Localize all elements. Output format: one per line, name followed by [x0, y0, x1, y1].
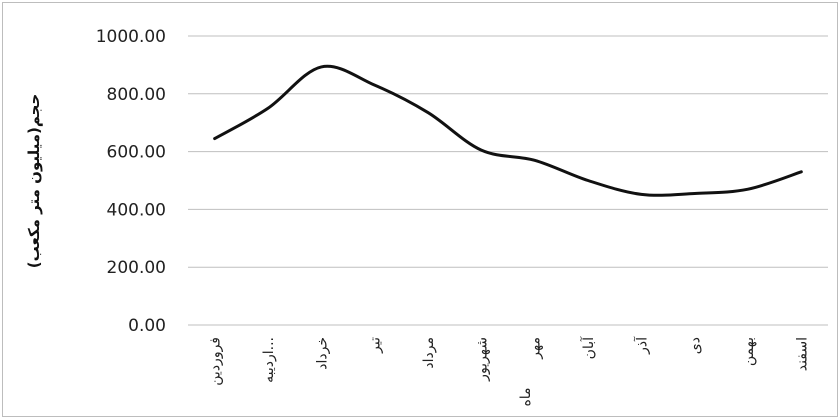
- x-tick-labels: فروردین اردیبه... خرداد تیر مرداد شهریور مهر آب…: [208, 336, 811, 386]
- x-tick-label: بهمن: [741, 337, 757, 366]
- y-tick-label: 1000.00: [96, 27, 166, 47]
- y-tick-labels: 0.00 200.00 400.00 600.00 800.00 1000.00: [96, 27, 166, 336]
- y-tick-label: 400.00: [107, 200, 166, 220]
- x-tick-label: فروردین: [208, 337, 224, 386]
- series-line: [213, 64, 803, 197]
- y-tick-label: 0.00: [128, 316, 166, 336]
- x-tick-label: آذر: [633, 336, 650, 355]
- line-chart: 0.00 200.00 400.00 600.00 800.00 1000.00 فرور…: [25, 27, 828, 407]
- x-tick-label: مرداد: [421, 337, 437, 369]
- x-tick-label: اسفند: [794, 337, 810, 371]
- series-layer: [213, 64, 803, 197]
- y-axis-title: حجم(میلیون متر مکعب): [25, 94, 43, 269]
- x-tick-label: شهریور: [474, 337, 490, 382]
- y-tick-label: 200.00: [107, 258, 166, 278]
- x-tick-label: خرداد: [314, 337, 330, 370]
- x-axis-title: ماه: [518, 387, 534, 406]
- x-tick-label: اردیبه...: [261, 337, 277, 383]
- y-tick-label: 800.00: [107, 85, 166, 105]
- x-tick-label: آبان: [580, 336, 597, 359]
- x-tick-label: دی: [688, 337, 704, 354]
- x-tick-label: مهر: [528, 337, 544, 360]
- gridlines: [188, 35, 828, 326]
- y-tick-label: 600.00: [107, 143, 166, 163]
- x-tick-label: تیر: [368, 337, 384, 354]
